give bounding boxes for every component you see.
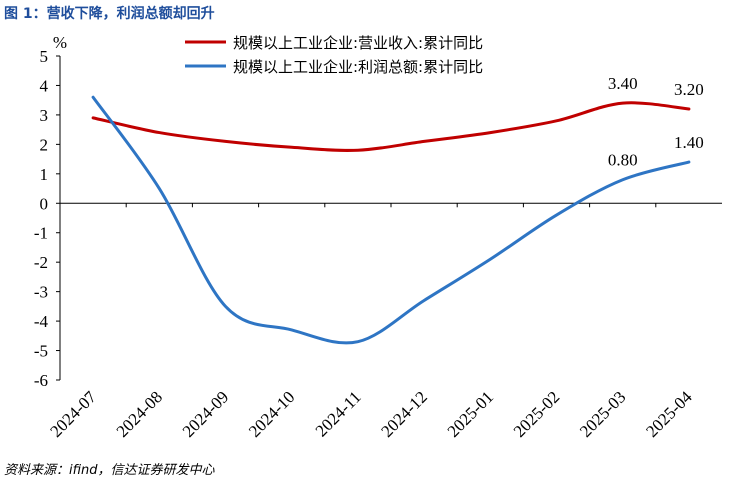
x-tick-label: 2024-11 [312, 387, 365, 440]
y-tick-label: 1 [40, 165, 49, 184]
y-tick-label: -2 [34, 253, 48, 272]
y-tick-label: -6 [34, 371, 48, 390]
data-label: 3.40 [608, 74, 638, 93]
x-tick-label: 2024-07 [46, 387, 100, 441]
series-line-0 [91, 101, 691, 152]
legend-label: 规模以上工业企业:营业收入:累计同比 [233, 34, 483, 52]
x-tick-label: 2024-12 [377, 387, 431, 441]
x-tick-label: 2025-02 [510, 387, 564, 441]
x-tick-label: 2024-09 [179, 387, 233, 441]
legend-label: 规模以上工业企业:利润总额:累计同比 [233, 58, 483, 76]
x-tick-label: 2025-04 [642, 387, 696, 441]
x-tick-label: 2025-03 [576, 387, 630, 441]
chart-axes [56, 55, 722, 381]
data-label: 0.80 [608, 151, 638, 170]
y-tick-label: 0 [40, 194, 49, 213]
series-line-1 [91, 95, 691, 345]
y-tick-labels: 5 4 3 2 1 0 -1 -2 -3 -4 -5 -6 [34, 47, 49, 390]
data-label: 3.20 [674, 80, 704, 99]
y-tick-label: -3 [34, 283, 48, 302]
y-tick-label: -1 [34, 224, 48, 243]
y-tick-label: 4 [40, 76, 49, 95]
y-tick-label: 3 [40, 106, 49, 125]
y-tick-label: -4 [34, 312, 49, 331]
x-tick-label: 2024-10 [245, 387, 299, 441]
x-tick-label: 2025-01 [444, 387, 498, 441]
data-label: 1.40 [674, 133, 704, 152]
figure-title: 图 1：营收下降，利润总额却回升 [4, 6, 215, 22]
figure-source: 资料来源：ifind，信达证券研发中心 [4, 463, 215, 478]
y-axis-unit-label: % [53, 33, 67, 52]
data-labels: 3.40 3.20 0.80 1.40 [608, 74, 704, 170]
y-tick-label: 5 [40, 47, 49, 66]
y-tick-label: 2 [40, 135, 49, 154]
x-tick-label: 2024-08 [113, 387, 167, 441]
x-tick-labels: 2024-07 2024-08 2024-09 2024-10 2024-11 2024-… [46, 387, 696, 441]
y-tick-label: -5 [34, 342, 48, 361]
series-lines [91, 95, 691, 345]
